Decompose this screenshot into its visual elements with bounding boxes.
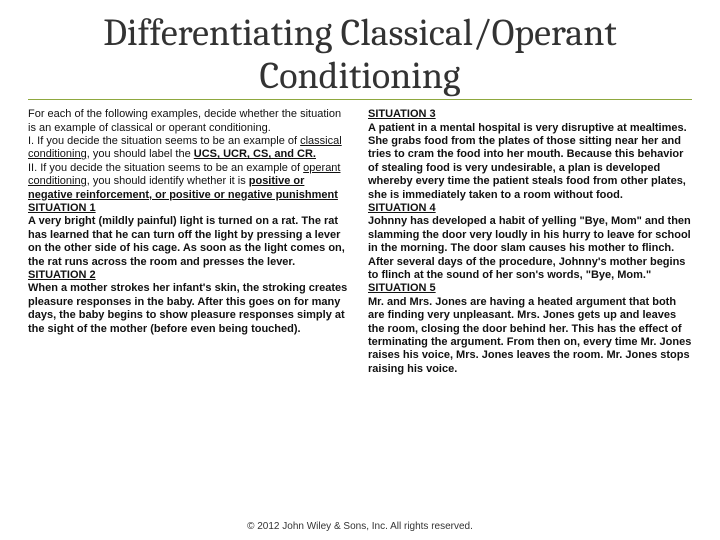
classical-instruction: I. If you decide the situation seems to … [28, 135, 352, 162]
body-columns: For each of the following examples, deci… [28, 108, 692, 519]
instr-text: I. If you decide the situation seems to … [28, 135, 300, 147]
situation-4-body: Johnny has developed a habit of yelling … [368, 215, 692, 282]
instr-text: , you should label the [87, 148, 194, 160]
situation-1-heading: SITUATION 1 [28, 202, 352, 215]
situation-2-heading: SITUATION 2 [28, 269, 352, 282]
copyright-notice: © 2012 John Wiley & Sons, Inc. All right… [28, 521, 692, 532]
ucs-terms: UCS, UCR, CS, and CR. [194, 148, 316, 160]
situation-5-body: Mr. and Mrs. Jones are having a heated a… [368, 296, 692, 376]
page-title: Differentiating Classical/Operant Condit… [28, 12, 692, 100]
situation-3-body: A patient in a mental hospital is very d… [368, 122, 692, 202]
situation-4-heading: SITUATION 4 [368, 202, 692, 215]
operant-instruction: II. If you decide the situation seems to… [28, 162, 352, 202]
instr-text: II. If you decide the situation seems to… [28, 162, 303, 174]
situation-1-body: A very bright (mildly painful) light is … [28, 215, 352, 269]
situation-2-body: When a mother strokes her infant's skin,… [28, 282, 352, 336]
left-column: For each of the following examples, deci… [28, 108, 352, 519]
intro-paragraph: For each of the following examples, deci… [28, 108, 352, 135]
instr-text: , you should identify whether it is [87, 175, 249, 187]
slide: Differentiating Classical/Operant Condit… [0, 0, 720, 540]
situation-3-heading: SITUATION 3 [368, 108, 692, 121]
situation-5-heading: SITUATION 5 [368, 282, 692, 295]
right-column: SITUATION 3 A patient in a mental hospit… [368, 108, 692, 519]
